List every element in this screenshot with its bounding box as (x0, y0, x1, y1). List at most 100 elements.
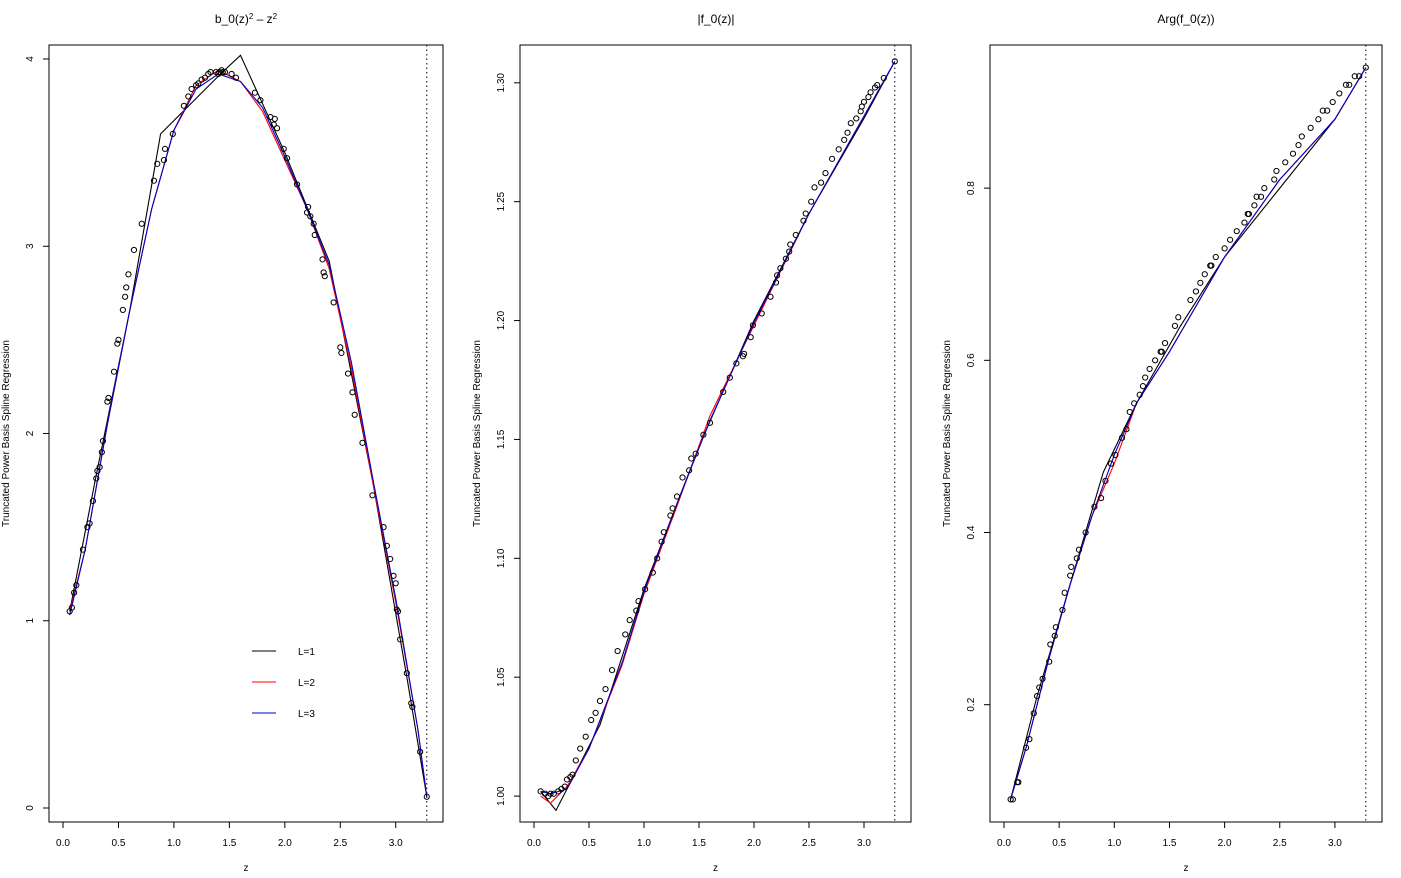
data-point (733, 360, 740, 367)
data-point (1175, 314, 1182, 321)
chart-title: Arg(f_0(z)) (1157, 12, 1214, 26)
data-point (1158, 348, 1165, 355)
plot-frame (989, 44, 1383, 823)
data-point (219, 69, 226, 76)
data-point (321, 273, 328, 280)
y-tick-label: 1.05 (496, 667, 507, 687)
data-point (1197, 279, 1204, 286)
data-point (359, 439, 366, 446)
data-point (758, 310, 765, 317)
data-point (835, 146, 842, 153)
data-point (73, 582, 80, 589)
data-point (853, 115, 860, 122)
data-point (86, 520, 93, 527)
data-point (96, 464, 103, 471)
y-tick-label: 3 (25, 243, 36, 249)
data-point (602, 686, 609, 693)
data-point (169, 130, 176, 137)
data-point (115, 336, 122, 343)
panel-3: Arg(f_0(z)) 0.0 0.5 1.0 1.5 2.0 2.5 3.0 0.2 0.4 0.… (942, 12, 1383, 874)
data-point (622, 631, 629, 638)
data-point (1146, 365, 1153, 373)
data-point (409, 703, 416, 710)
data-point (772, 279, 780, 286)
data-point (319, 256, 326, 263)
data-point (1126, 408, 1133, 416)
data-point (104, 398, 111, 405)
series-line-L3 (69, 73, 428, 797)
data-point (270, 121, 277, 128)
data-point (1273, 167, 1280, 175)
data-point (1351, 73, 1358, 80)
data-point (417, 748, 424, 755)
data-point (782, 255, 790, 262)
data-point (802, 210, 809, 217)
data-point (596, 697, 604, 705)
y-tick-label: 0.8 (966, 181, 977, 195)
data-point (380, 524, 387, 531)
y-tick-label: 1.00 (496, 786, 507, 806)
data-point (1082, 529, 1089, 536)
data-point (221, 69, 229, 76)
y-tick-label: 1 (25, 618, 36, 624)
x-tick-label: 1.5 (1163, 838, 1177, 849)
series-line-L2 (1010, 67, 1367, 800)
data-point (1097, 494, 1105, 502)
data-point (305, 203, 312, 211)
legend-label: L=2 (298, 678, 315, 689)
plot-frame (519, 44, 912, 823)
data-point (1136, 391, 1143, 398)
x-tick-label: 3.0 (389, 838, 403, 849)
data-point (1102, 477, 1109, 484)
data-point (1319, 107, 1326, 114)
data-point (692, 450, 699, 457)
data-point (273, 125, 281, 132)
data-point (1282, 159, 1289, 166)
data-point (403, 670, 410, 677)
data-point (847, 120, 854, 127)
data-point (119, 306, 126, 314)
data-point (1171, 322, 1179, 329)
data-point (188, 85, 195, 93)
data-point (105, 394, 112, 402)
x-tick-label: 0.0 (56, 838, 70, 849)
x-tick-label: 3.0 (857, 838, 871, 849)
data-point (160, 157, 168, 164)
data-point (1075, 546, 1083, 553)
data-point (310, 220, 317, 227)
data-point (349, 389, 356, 396)
data-point (1356, 73, 1363, 80)
data-point (1068, 563, 1075, 571)
data-point (1046, 658, 1053, 665)
data-point (1201, 271, 1208, 278)
data-point (1212, 253, 1219, 261)
data-point (1107, 460, 1115, 467)
data-point (271, 115, 278, 123)
data-point (397, 636, 404, 643)
data-point (626, 617, 633, 624)
data-point (891, 58, 898, 65)
data-point (561, 783, 568, 790)
data-point (125, 271, 132, 278)
data-point (654, 555, 661, 562)
x-tick-label: 1.5 (692, 838, 706, 849)
data-point (383, 542, 390, 549)
data-point (829, 155, 836, 162)
series-line-L1 (1010, 67, 1367, 800)
data-point (1009, 796, 1016, 803)
data-point (635, 598, 642, 605)
y-axis-label: Truncated Power Basis Spline Regression (1, 340, 12, 527)
data-point (1227, 236, 1234, 243)
data-point (1245, 210, 1252, 218)
y-tick-label: 4 (25, 56, 36, 62)
data-point (1091, 503, 1098, 510)
data-point (1026, 736, 1033, 743)
data-point (679, 474, 686, 481)
data-point (1112, 451, 1119, 459)
data-point (394, 608, 402, 615)
data-point (1030, 710, 1037, 717)
data-point (99, 437, 107, 445)
data-point (79, 546, 87, 553)
y-tick-label: 1.25 (496, 191, 507, 211)
